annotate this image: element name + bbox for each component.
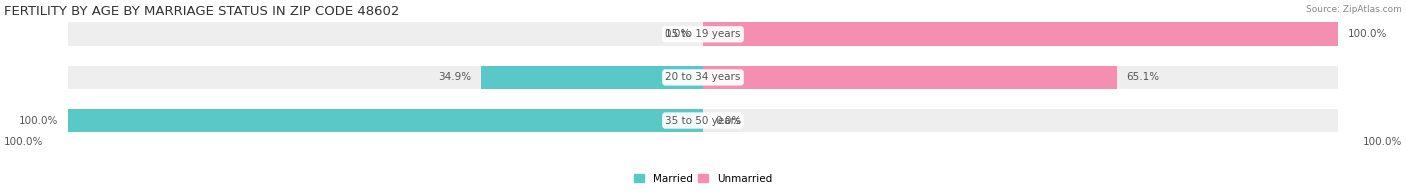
Bar xyxy=(703,66,1116,89)
Text: 15 to 19 years: 15 to 19 years xyxy=(665,29,741,39)
Bar xyxy=(67,66,703,89)
Bar xyxy=(703,109,1339,132)
Text: Source: ZipAtlas.com: Source: ZipAtlas.com xyxy=(1306,5,1402,14)
Bar xyxy=(703,23,1339,46)
Text: 34.9%: 34.9% xyxy=(439,73,472,83)
Bar xyxy=(481,66,703,89)
Text: FERTILITY BY AGE BY MARRIAGE STATUS IN ZIP CODE 48602: FERTILITY BY AGE BY MARRIAGE STATUS IN Z… xyxy=(4,5,399,18)
Text: 35 to 50 years: 35 to 50 years xyxy=(665,115,741,125)
Text: 100.0%: 100.0% xyxy=(1362,137,1402,147)
Legend: Married, Unmarried: Married, Unmarried xyxy=(630,170,776,188)
Text: 20 to 34 years: 20 to 34 years xyxy=(665,73,741,83)
Bar xyxy=(703,23,1339,46)
Text: 100.0%: 100.0% xyxy=(18,115,58,125)
Text: 100.0%: 100.0% xyxy=(1348,29,1388,39)
Bar xyxy=(67,23,703,46)
Text: 100.0%: 100.0% xyxy=(4,137,44,147)
Bar xyxy=(703,66,1339,89)
Text: 65.1%: 65.1% xyxy=(1126,73,1159,83)
Bar xyxy=(67,109,703,132)
Bar xyxy=(67,109,703,132)
Text: 0.0%: 0.0% xyxy=(664,29,690,39)
Text: 0.0%: 0.0% xyxy=(716,115,742,125)
